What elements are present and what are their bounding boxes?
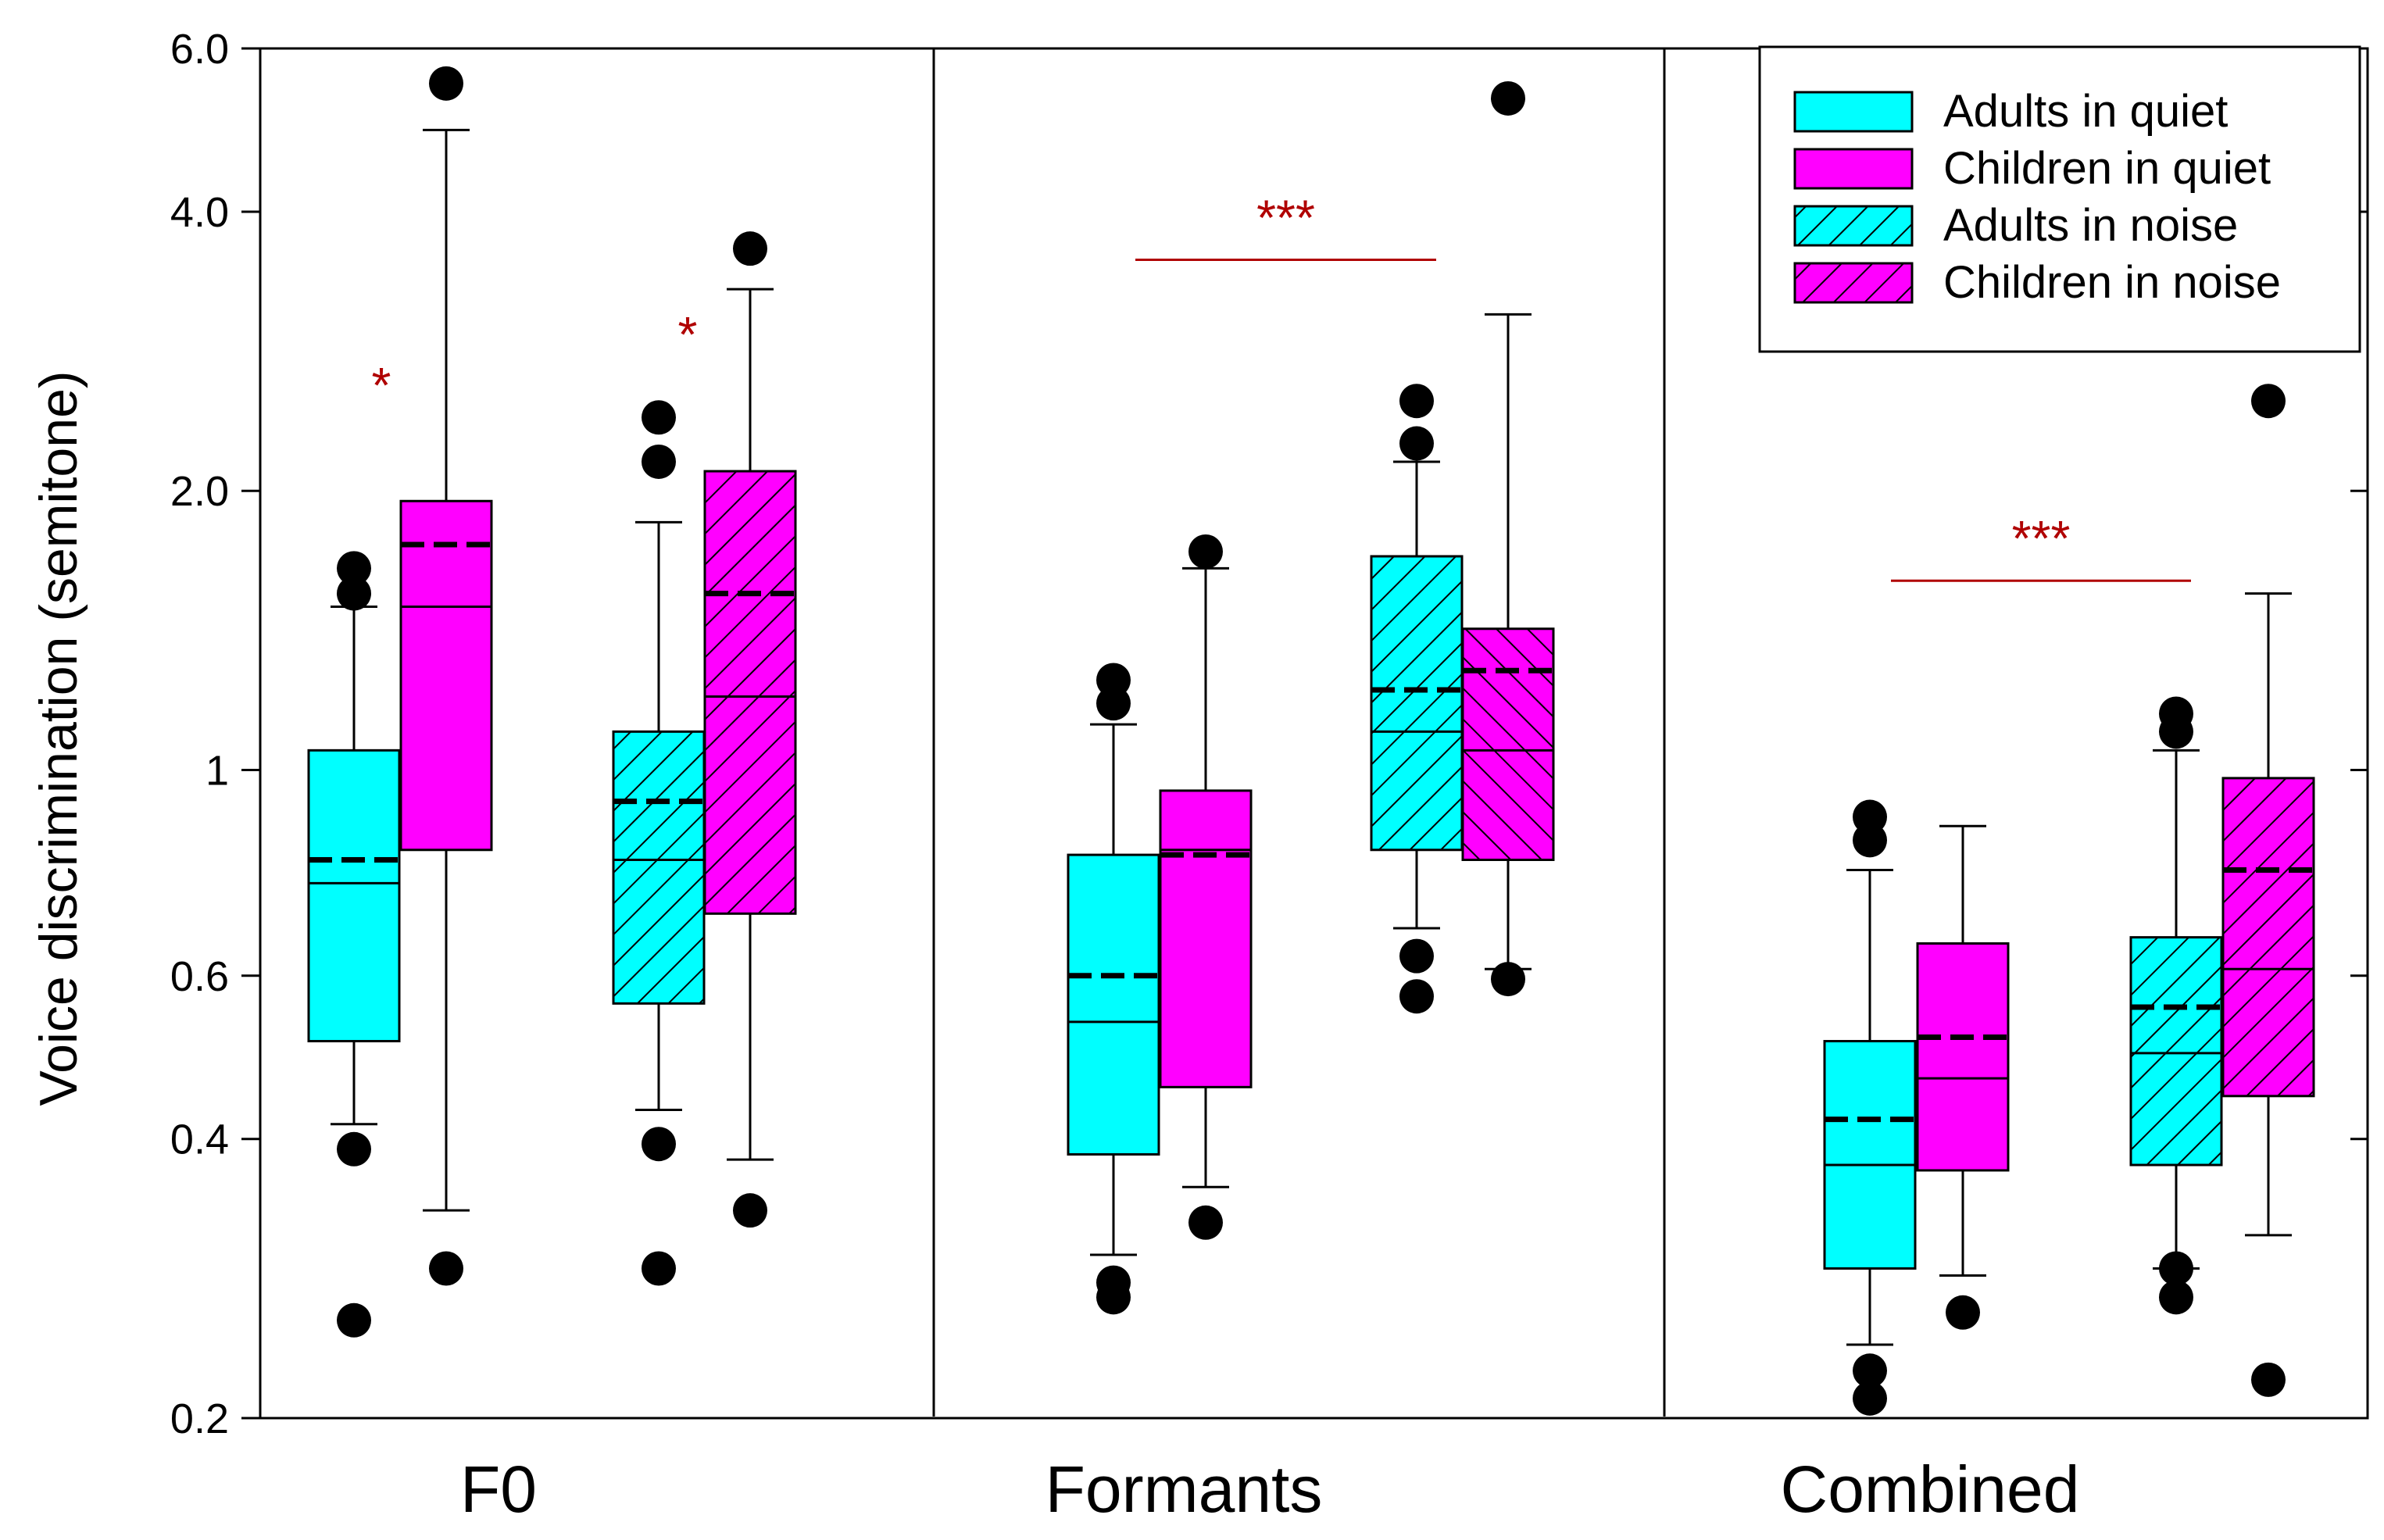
outlier-point <box>733 1193 767 1228</box>
box-combined-adults-in-noise <box>2129 696 2223 1315</box>
outlier-point <box>337 1131 371 1167</box>
plot-area <box>259 47 2369 1420</box>
outlier-point <box>1491 962 1525 997</box>
box-formants-children-in-quiet <box>1159 534 1253 1240</box>
outlier-point <box>642 1127 676 1162</box>
outlier-point <box>1188 534 1223 569</box>
legend-label: Adults in noise <box>1943 200 2238 251</box>
legend-label: Children in quiet <box>1943 143 2271 194</box>
x-category-label: Formants <box>1045 1452 1323 1526</box>
box-combined-adults-in-quiet <box>1823 799 1917 1416</box>
box-iqr <box>1370 555 1464 852</box>
outlier-point <box>2159 1251 2193 1286</box>
outlier-point <box>642 444 676 479</box>
outlier-point <box>1491 80 1525 116</box>
box-iqr <box>1067 853 1160 1156</box>
outlier-point <box>337 1302 371 1338</box>
box-f0-adults-in-noise <box>612 400 706 1286</box>
box-iqr <box>1159 789 1253 1088</box>
box-combined-children-in-noise <box>2221 384 2315 1397</box>
legend-label: Children in noise <box>1943 257 2281 308</box>
legend: Adults in quiet Children in quiet Adults i… <box>1758 45 2361 353</box>
outlier-point <box>1096 686 1131 721</box>
significance-marker: * <box>372 357 391 413</box>
outlier-point <box>2251 1362 2286 1397</box>
outlier-point <box>1853 823 1887 858</box>
box-combined-children-in-quiet <box>1916 824 2010 1330</box>
box-iqr <box>612 730 706 1005</box>
x-category-label: Combined <box>1781 1452 2080 1526</box>
legend-swatch <box>1793 148 1914 190</box>
y-tick-label: 4.0 <box>170 189 229 236</box>
outlier-point <box>733 231 767 266</box>
significance-marker: *** <box>1256 189 1315 245</box>
outlier-point <box>337 551 371 586</box>
x-category-label: F0 <box>460 1452 537 1526</box>
outlier-point <box>1399 938 1434 974</box>
plot-frame <box>259 47 2369 1420</box>
outlier-point <box>642 400 676 435</box>
y-tick-label: 0.6 <box>170 953 229 1000</box>
y-tick-label: 0.4 <box>170 1117 229 1163</box>
significance-marker: *** <box>2012 510 2071 566</box>
significance-marker: * <box>678 306 698 363</box>
outlier-point <box>1399 979 1434 1014</box>
box-f0-children-in-noise <box>703 231 797 1228</box>
box-group <box>307 66 2315 1416</box>
legend-swatch <box>1793 205 1914 247</box>
outlier-point <box>1096 1280 1131 1315</box>
y-tick-label: 1 <box>206 747 229 794</box>
outlier-point <box>1188 1205 1223 1240</box>
outlier-point <box>1399 426 1434 461</box>
legend-swatch <box>1793 91 1914 133</box>
box-formants-children-in-noise <box>1461 80 1555 997</box>
legend-label: Adults in quiet <box>1943 86 2228 137</box>
legend-swatch <box>1793 262 1914 304</box>
box-iqr <box>1916 942 2010 1172</box>
annotations: ******** <box>372 189 2191 582</box>
outlier-point <box>2159 1280 2193 1315</box>
y-tick-label: 2.0 <box>170 468 229 515</box>
y-tick-label: 6.0 <box>170 26 229 73</box>
outlier-point <box>2159 714 2193 749</box>
outlier-point <box>337 576 371 611</box>
box-f0-children-in-quiet <box>399 66 493 1286</box>
outlier-point <box>429 66 463 101</box>
outlier-point <box>1399 384 1434 419</box>
box-iqr <box>2221 777 2315 1098</box>
box-iqr <box>1461 627 1555 861</box>
box-iqr <box>2129 936 2223 1167</box>
outlier-point <box>2251 384 2286 419</box>
y-axis-label: Voice discrimination (semitone) <box>29 370 88 1106</box>
box-formants-adults-in-quiet <box>1067 663 1160 1315</box>
box-iqr <box>1823 1040 1917 1270</box>
outlier-point <box>429 1251 463 1286</box>
box-f0-adults-in-quiet <box>307 551 401 1338</box>
outlier-point <box>642 1251 676 1286</box>
box-iqr <box>399 499 493 852</box>
outlier-point <box>1946 1295 1980 1330</box>
box-iqr <box>307 749 401 1043</box>
outlier-point <box>1853 1353 1887 1388</box>
x-axis: F0 Formants Combined <box>460 1452 2079 1526</box>
box-formants-adults-in-noise <box>1370 384 1464 1014</box>
box-iqr <box>703 470 797 915</box>
outlier-point <box>1853 1381 1887 1416</box>
y-tick-label: 0.2 <box>170 1395 229 1442</box>
y-axis: 0.2 0.4 0.6 1 2.0 4.0 6.0 <box>170 26 2368 1442</box>
